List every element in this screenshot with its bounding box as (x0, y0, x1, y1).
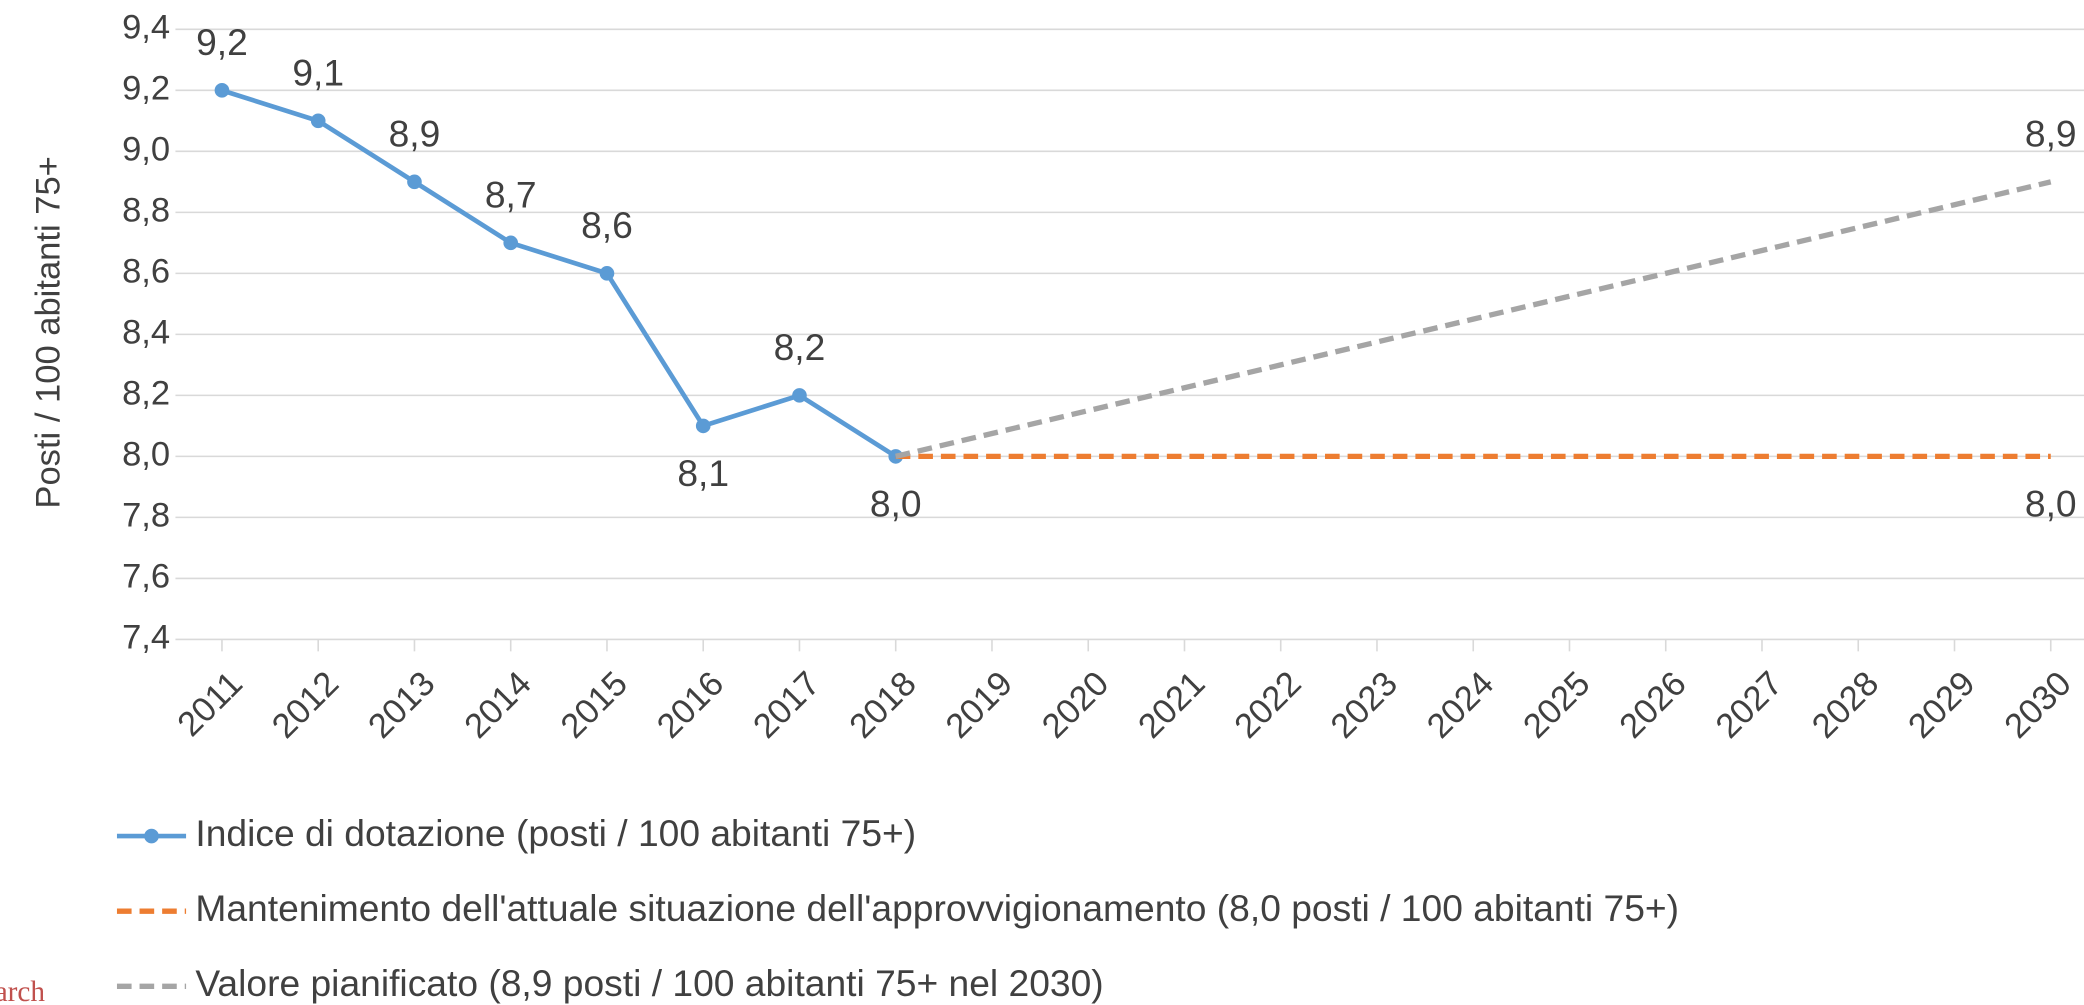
series-line (221, 88, 897, 459)
point-marker (214, 83, 230, 98)
x-tick-label: 2022 (1228, 665, 1309, 746)
x-tick-label: 2023 (1324, 665, 1405, 746)
point-marker (407, 174, 422, 190)
y-axis-label: Posti / 100 abitanti 75+ (30, 156, 68, 508)
x-tick-label: 2028 (1805, 665, 1886, 746)
data-label: 8,2 (774, 326, 826, 368)
x-tick-label: 2021 (1131, 665, 1212, 746)
point-marker (310, 113, 326, 129)
y-tick-label: 7,8 (122, 497, 170, 535)
point-marker (503, 235, 519, 251)
data-label: 9,2 (196, 21, 248, 63)
data-label: 8,0 (2025, 483, 2077, 525)
x-tick-label: 2019 (939, 665, 1020, 746)
data-label: 8,1 (677, 452, 729, 494)
x-tick-label: 2030 (1998, 665, 2079, 746)
x-tick-label: 2029 (1901, 665, 1982, 746)
data-label: 8,9 (2025, 112, 2077, 154)
x-tick-label: 2016 (650, 665, 731, 746)
y-tick-label: 8,4 (122, 313, 170, 351)
data-label: 8,9 (389, 112, 441, 154)
y-tick-label: 9,0 (122, 130, 170, 168)
x-tick-label: 2011 (171, 665, 250, 744)
x-tick-label: 2025 (1516, 665, 1597, 746)
legend-label: Indice di dotazione (posti / 100 abitant… (195, 812, 916, 854)
x-tick-label: 2026 (1613, 665, 1694, 746)
y-tick-label: 8,2 (122, 375, 170, 413)
x-tick-label: 2012 (265, 665, 346, 746)
y-tick-label: 8,0 (122, 436, 170, 474)
x-tick-label: 2017 (746, 665, 827, 746)
source-fragment: arch (0, 976, 45, 1005)
y-tick-label: 8,6 (122, 252, 170, 290)
data-label: 8,7 (485, 174, 537, 216)
data-label: 8,6 (581, 204, 633, 246)
series-line (895, 179, 2052, 459)
x-tick-label: 2020 (1035, 665, 1116, 746)
point-marker (695, 418, 711, 434)
data-label: 9,1 (292, 51, 344, 93)
x-tick-label: 2014 (458, 665, 539, 746)
y-tick-label: 7,4 (122, 619, 170, 657)
point-marker (792, 388, 807, 403)
x-tick-label: 2027 (1709, 665, 1790, 746)
x-tick-label: 2015 (554, 665, 635, 746)
x-tick-label: 2024 (1420, 665, 1501, 746)
point-marker (599, 266, 615, 281)
y-tick-label: 8,8 (122, 191, 170, 229)
legend-label: Valore pianificato (8,9 posti / 100 abit… (195, 962, 1103, 1004)
y-tick-label: 9,2 (122, 69, 170, 107)
y-tick-label: 7,6 (122, 558, 170, 596)
legend-label: Mantenimento dell'attuale situazione del… (195, 887, 1679, 929)
legend-marker (144, 828, 159, 844)
x-tick-label: 2013 (361, 665, 442, 746)
x-tick-label: 2018 (843, 665, 924, 746)
data-label: 8,0 (870, 483, 922, 525)
y-tick-label: 9,4 (122, 8, 170, 46)
